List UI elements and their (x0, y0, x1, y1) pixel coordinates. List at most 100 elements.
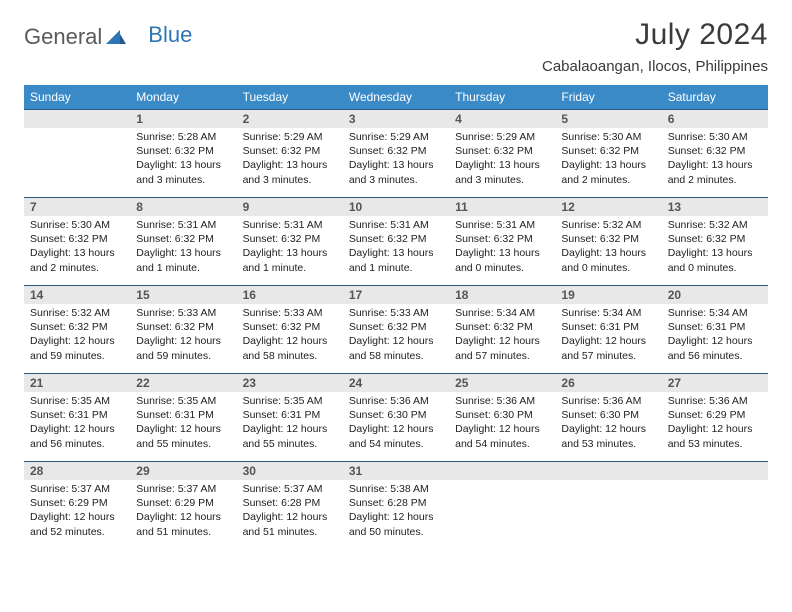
calendar-day-cell: 23Sunrise: 5:35 AMSunset: 6:31 PMDayligh… (237, 374, 343, 462)
calendar-day-cell: 16Sunrise: 5:33 AMSunset: 6:32 PMDayligh… (237, 286, 343, 374)
day-info: Sunrise: 5:30 AMSunset: 6:32 PMDaylight:… (24, 216, 130, 279)
day-info: Sunrise: 5:35 AMSunset: 6:31 PMDaylight:… (130, 392, 236, 455)
calendar-day-cell: 31Sunrise: 5:38 AMSunset: 6:28 PMDayligh… (343, 462, 449, 550)
day-info: Sunrise: 5:32 AMSunset: 6:32 PMDaylight:… (555, 216, 661, 279)
day-info: Sunrise: 5:33 AMSunset: 6:32 PMDaylight:… (130, 304, 236, 367)
logo-text-blue: Blue (148, 22, 192, 48)
day-number (555, 462, 661, 480)
day-info: Sunrise: 5:37 AMSunset: 6:28 PMDaylight:… (237, 480, 343, 543)
day-number: 21 (24, 374, 130, 392)
calendar-day-cell (24, 110, 130, 198)
day-info: Sunrise: 5:34 AMSunset: 6:32 PMDaylight:… (449, 304, 555, 367)
day-number (24, 110, 130, 128)
calendar-day-cell (555, 462, 661, 550)
calendar-week-row: 14Sunrise: 5:32 AMSunset: 6:32 PMDayligh… (24, 286, 768, 374)
day-number: 24 (343, 374, 449, 392)
month-title: July 2024 (542, 18, 768, 52)
day-info: Sunrise: 5:28 AMSunset: 6:32 PMDaylight:… (130, 128, 236, 191)
calendar-day-cell: 13Sunrise: 5:32 AMSunset: 6:32 PMDayligh… (662, 198, 768, 286)
day-info: Sunrise: 5:36 AMSunset: 6:30 PMDaylight:… (555, 392, 661, 455)
calendar-day-cell (662, 462, 768, 550)
weekday-header: Saturday (662, 85, 768, 110)
calendar-day-cell: 6Sunrise: 5:30 AMSunset: 6:32 PMDaylight… (662, 110, 768, 198)
day-number: 2 (237, 110, 343, 128)
day-number: 28 (24, 462, 130, 480)
day-number: 30 (237, 462, 343, 480)
day-info: Sunrise: 5:30 AMSunset: 6:32 PMDaylight:… (555, 128, 661, 191)
day-info: Sunrise: 5:38 AMSunset: 6:28 PMDaylight:… (343, 480, 449, 543)
day-number: 1 (130, 110, 236, 128)
day-number: 10 (343, 198, 449, 216)
day-number: 11 (449, 198, 555, 216)
location: Cabalaoangan, Ilocos, Philippines (542, 58, 768, 75)
day-info: Sunrise: 5:29 AMSunset: 6:32 PMDaylight:… (237, 128, 343, 191)
calendar-day-cell: 28Sunrise: 5:37 AMSunset: 6:29 PMDayligh… (24, 462, 130, 550)
day-info: Sunrise: 5:29 AMSunset: 6:32 PMDaylight:… (343, 128, 449, 191)
day-info: Sunrise: 5:33 AMSunset: 6:32 PMDaylight:… (237, 304, 343, 367)
calendar-day-cell: 5Sunrise: 5:30 AMSunset: 6:32 PMDaylight… (555, 110, 661, 198)
day-number: 3 (343, 110, 449, 128)
day-info: Sunrise: 5:34 AMSunset: 6:31 PMDaylight:… (662, 304, 768, 367)
calendar-day-cell: 22Sunrise: 5:35 AMSunset: 6:31 PMDayligh… (130, 374, 236, 462)
day-info: Sunrise: 5:32 AMSunset: 6:32 PMDaylight:… (662, 216, 768, 279)
day-number: 14 (24, 286, 130, 304)
day-info: Sunrise: 5:29 AMSunset: 6:32 PMDaylight:… (449, 128, 555, 191)
calendar-day-cell: 21Sunrise: 5:35 AMSunset: 6:31 PMDayligh… (24, 374, 130, 462)
day-number: 13 (662, 198, 768, 216)
day-number: 4 (449, 110, 555, 128)
calendar-day-cell: 12Sunrise: 5:32 AMSunset: 6:32 PMDayligh… (555, 198, 661, 286)
day-number: 8 (130, 198, 236, 216)
title-block: July 2024 Cabalaoangan, Ilocos, Philippi… (542, 18, 768, 81)
day-number: 25 (449, 374, 555, 392)
day-number (662, 462, 768, 480)
weekday-header: Wednesday (343, 85, 449, 110)
calendar-week-row: 7Sunrise: 5:30 AMSunset: 6:32 PMDaylight… (24, 198, 768, 286)
weekday-header: Monday (130, 85, 236, 110)
day-number: 5 (555, 110, 661, 128)
day-info: Sunrise: 5:37 AMSunset: 6:29 PMDaylight:… (130, 480, 236, 543)
calendar-week-row: 1Sunrise: 5:28 AMSunset: 6:32 PMDaylight… (24, 110, 768, 198)
day-info: Sunrise: 5:31 AMSunset: 6:32 PMDaylight:… (237, 216, 343, 279)
calendar-day-cell: 26Sunrise: 5:36 AMSunset: 6:30 PMDayligh… (555, 374, 661, 462)
day-info: Sunrise: 5:31 AMSunset: 6:32 PMDaylight:… (343, 216, 449, 279)
calendar-day-cell: 19Sunrise: 5:34 AMSunset: 6:31 PMDayligh… (555, 286, 661, 374)
day-number: 7 (24, 198, 130, 216)
calendar-week-row: 21Sunrise: 5:35 AMSunset: 6:31 PMDayligh… (24, 374, 768, 462)
calendar-day-cell: 4Sunrise: 5:29 AMSunset: 6:32 PMDaylight… (449, 110, 555, 198)
logo: General Blue (24, 18, 192, 50)
header: General Blue July 2024 Cabalaoangan, Ilo… (24, 18, 768, 81)
day-info: Sunrise: 5:36 AMSunset: 6:30 PMDaylight:… (343, 392, 449, 455)
day-number: 29 (130, 462, 236, 480)
day-info: Sunrise: 5:33 AMSunset: 6:32 PMDaylight:… (343, 304, 449, 367)
calendar-day-cell: 8Sunrise: 5:31 AMSunset: 6:32 PMDaylight… (130, 198, 236, 286)
calendar-day-cell: 11Sunrise: 5:31 AMSunset: 6:32 PMDayligh… (449, 198, 555, 286)
logo-triangle-icon (106, 24, 126, 50)
day-number: 27 (662, 374, 768, 392)
day-number: 23 (237, 374, 343, 392)
calendar-day-cell: 30Sunrise: 5:37 AMSunset: 6:28 PMDayligh… (237, 462, 343, 550)
day-info: Sunrise: 5:34 AMSunset: 6:31 PMDaylight:… (555, 304, 661, 367)
day-number: 17 (343, 286, 449, 304)
day-number: 9 (237, 198, 343, 216)
calendar-day-cell: 10Sunrise: 5:31 AMSunset: 6:32 PMDayligh… (343, 198, 449, 286)
calendar-day-cell: 9Sunrise: 5:31 AMSunset: 6:32 PMDaylight… (237, 198, 343, 286)
weekday-header: Friday (555, 85, 661, 110)
day-info: Sunrise: 5:30 AMSunset: 6:32 PMDaylight:… (662, 128, 768, 191)
weekday-header: Tuesday (237, 85, 343, 110)
calendar-day-cell: 14Sunrise: 5:32 AMSunset: 6:32 PMDayligh… (24, 286, 130, 374)
day-number: 12 (555, 198, 661, 216)
day-number: 15 (130, 286, 236, 304)
calendar-day-cell: 1Sunrise: 5:28 AMSunset: 6:32 PMDaylight… (130, 110, 236, 198)
day-number: 16 (237, 286, 343, 304)
day-number: 20 (662, 286, 768, 304)
day-number: 22 (130, 374, 236, 392)
calendar-week-row: 28Sunrise: 5:37 AMSunset: 6:29 PMDayligh… (24, 462, 768, 550)
calendar-day-cell: 18Sunrise: 5:34 AMSunset: 6:32 PMDayligh… (449, 286, 555, 374)
day-info: Sunrise: 5:36 AMSunset: 6:29 PMDaylight:… (662, 392, 768, 455)
day-info: Sunrise: 5:32 AMSunset: 6:32 PMDaylight:… (24, 304, 130, 367)
calendar-day-cell (449, 462, 555, 550)
weekday-header: Thursday (449, 85, 555, 110)
day-info: Sunrise: 5:37 AMSunset: 6:29 PMDaylight:… (24, 480, 130, 543)
day-number: 18 (449, 286, 555, 304)
calendar-body: 1Sunrise: 5:28 AMSunset: 6:32 PMDaylight… (24, 110, 768, 550)
